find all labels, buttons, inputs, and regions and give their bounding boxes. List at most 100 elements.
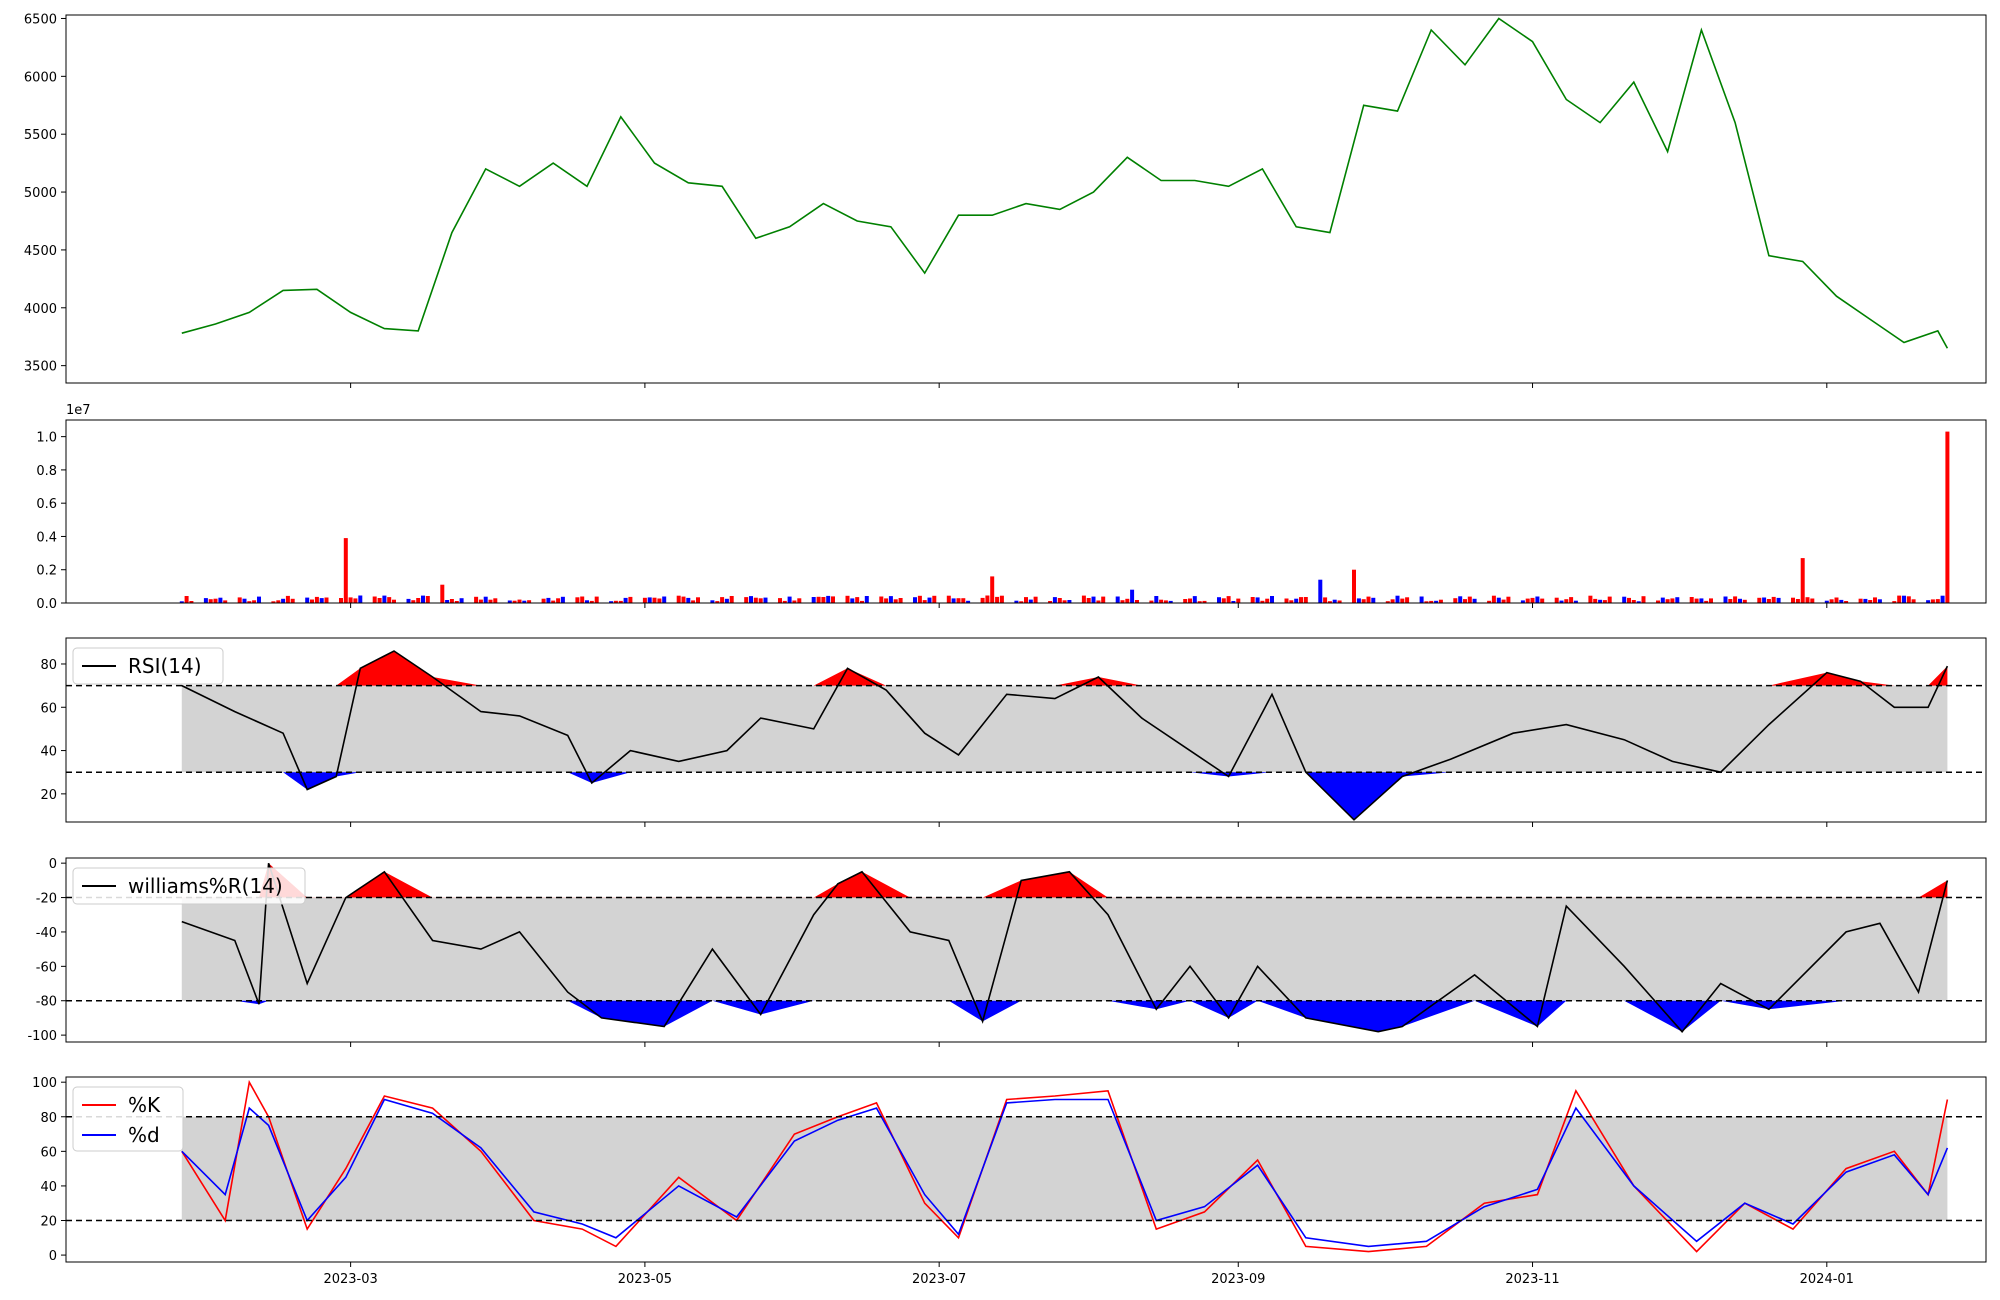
volume-bar bbox=[888, 596, 893, 603]
volume-bar bbox=[647, 597, 652, 603]
volume-bar bbox=[343, 538, 348, 603]
volume-bar bbox=[1588, 595, 1593, 603]
volume-bar bbox=[445, 600, 450, 603]
volume-bar bbox=[1135, 600, 1139, 603]
volume-bar bbox=[594, 596, 599, 603]
volume-bar bbox=[527, 600, 532, 603]
volume-bar bbox=[1453, 598, 1458, 603]
volume-bar bbox=[893, 599, 898, 603]
volume-bar bbox=[845, 595, 850, 603]
volume-bar bbox=[522, 600, 527, 603]
volume-bar bbox=[1385, 601, 1390, 603]
volume-bar bbox=[1337, 600, 1342, 603]
x-tick-label: 2023-07 bbox=[912, 1272, 966, 1287]
volume-bar bbox=[1607, 596, 1612, 603]
volume-bar bbox=[1844, 601, 1849, 603]
x-tick-label: 2024-01 bbox=[1800, 1272, 1854, 1287]
y-tick-label: 6500 bbox=[24, 12, 57, 27]
volume-bar bbox=[1554, 597, 1559, 603]
volume-bar bbox=[1930, 599, 1935, 603]
volume-bar bbox=[1824, 600, 1829, 603]
volume-bar bbox=[999, 595, 1004, 603]
volume-bar bbox=[310, 599, 314, 603]
volume-bar bbox=[1270, 596, 1274, 603]
volume-bar bbox=[1631, 600, 1636, 603]
y-tick-label: 0 bbox=[49, 1249, 57, 1264]
volume-bar bbox=[758, 598, 763, 603]
volume-bar bbox=[860, 600, 864, 603]
volume-bar bbox=[580, 596, 585, 603]
volume-bar bbox=[372, 596, 377, 603]
x-tick-label: 2023-11 bbox=[1505, 1272, 1559, 1287]
volume-bar bbox=[1834, 597, 1839, 603]
oversold-fill bbox=[181, 772, 1948, 820]
volume-bar bbox=[1940, 595, 1945, 603]
volume-bar bbox=[749, 596, 753, 603]
volume-bar bbox=[1704, 600, 1709, 603]
volume-bar bbox=[546, 597, 551, 603]
volume-bar bbox=[898, 598, 903, 603]
y-tick-label: 5500 bbox=[24, 128, 57, 143]
volume-bar bbox=[242, 598, 247, 603]
volume-bar bbox=[387, 597, 392, 603]
y-tick-label: 0 bbox=[49, 857, 57, 872]
volume-bar bbox=[1303, 597, 1308, 603]
volume-bar bbox=[551, 600, 556, 603]
volume-bar bbox=[1323, 597, 1328, 603]
volume-bar bbox=[1496, 597, 1501, 603]
volume-bar bbox=[1564, 599, 1569, 603]
volume-bar bbox=[353, 598, 358, 603]
volume-bar bbox=[556, 598, 561, 603]
volume-bar bbox=[855, 597, 860, 603]
y-tick-label: 80 bbox=[40, 658, 57, 673]
volume-bar bbox=[1057, 598, 1062, 603]
volume-panel: 0.0 0.2 0.4 0.6 0.8 1.0 1e7 bbox=[36, 403, 1987, 612]
volume-bar bbox=[932, 595, 937, 603]
volume-bar bbox=[995, 596, 1000, 603]
y-tick-label: 60 bbox=[40, 701, 57, 716]
volume-bar bbox=[884, 598, 889, 603]
volume-bar bbox=[927, 597, 932, 603]
volume-bar bbox=[797, 598, 802, 603]
volume-bar bbox=[1472, 598, 1477, 603]
volume-bar bbox=[1419, 596, 1424, 603]
volume-bar bbox=[1641, 596, 1646, 603]
price-panel: 3500 4000 4500 5000 5500 6000 6500 bbox=[24, 12, 1987, 384]
volume-bar bbox=[474, 596, 479, 603]
volume-bar bbox=[1202, 600, 1207, 603]
volume-bar bbox=[1636, 601, 1641, 603]
volume-bar bbox=[1101, 596, 1106, 603]
volume-bar bbox=[1897, 595, 1902, 603]
volume-bar bbox=[1902, 595, 1906, 603]
volume-bar bbox=[179, 601, 184, 603]
volume-bar bbox=[792, 600, 797, 603]
volume-bar bbox=[985, 595, 990, 603]
volume-bar bbox=[831, 596, 835, 603]
stochastic-panel: 0 20 40 60 80 100 %K %d bbox=[32, 1076, 1987, 1264]
volume-bar bbox=[1221, 598, 1226, 603]
volume-bar bbox=[618, 600, 623, 603]
legend-label: %K bbox=[128, 1093, 161, 1117]
volume-bar bbox=[864, 596, 869, 603]
volume-bar bbox=[271, 601, 276, 603]
y-tick-label: 20 bbox=[40, 788, 57, 803]
volume-bar bbox=[1771, 596, 1776, 603]
volume-bar bbox=[1559, 600, 1564, 603]
volume-bar bbox=[560, 596, 565, 603]
volume-bar bbox=[1709, 598, 1713, 603]
volume-bar bbox=[189, 601, 194, 603]
y-tick-label: 40 bbox=[40, 1180, 57, 1195]
volume-bar bbox=[917, 595, 922, 603]
y-tick-label: 20 bbox=[40, 1215, 57, 1230]
volume-bar bbox=[1699, 598, 1704, 603]
rsi-line bbox=[181, 650, 1949, 821]
volume-bar bbox=[319, 598, 324, 603]
volume-bar bbox=[382, 595, 387, 603]
volume-bar bbox=[512, 600, 517, 603]
volume-bar bbox=[1033, 596, 1038, 603]
volume-bar bbox=[1877, 599, 1882, 603]
volume-bar bbox=[686, 597, 691, 603]
volume-bar bbox=[1892, 601, 1897, 603]
volume-bar bbox=[744, 597, 749, 603]
